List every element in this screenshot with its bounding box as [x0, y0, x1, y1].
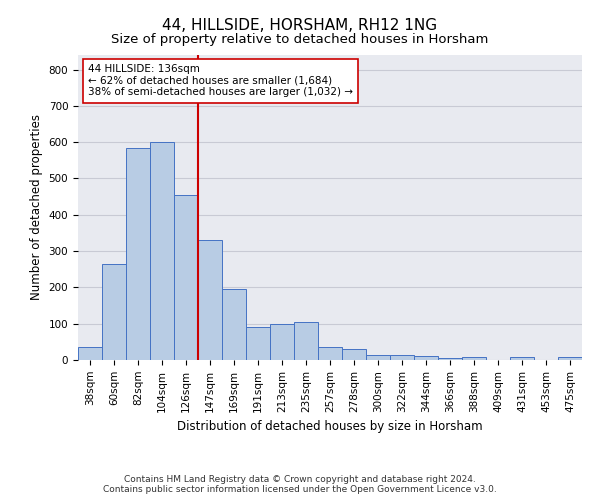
- Text: Size of property relative to detached houses in Horsham: Size of property relative to detached ho…: [112, 32, 488, 46]
- Bar: [414, 356, 438, 360]
- Bar: [222, 289, 246, 360]
- X-axis label: Distribution of detached houses by size in Horsham: Distribution of detached houses by size …: [177, 420, 483, 433]
- Bar: [462, 357, 486, 360]
- Bar: [78, 348, 102, 360]
- Bar: [174, 195, 198, 360]
- Bar: [294, 322, 318, 360]
- Bar: [246, 328, 270, 360]
- Bar: [318, 348, 342, 360]
- Bar: [126, 148, 150, 360]
- Bar: [198, 240, 222, 360]
- Bar: [150, 142, 174, 360]
- Bar: [366, 354, 390, 360]
- Bar: [270, 324, 294, 360]
- Text: 44 HILLSIDE: 136sqm
← 62% of detached houses are smaller (1,684)
38% of semi-det: 44 HILLSIDE: 136sqm ← 62% of detached ho…: [88, 64, 353, 98]
- Bar: [102, 264, 126, 360]
- Bar: [438, 358, 462, 360]
- Bar: [390, 354, 414, 360]
- Bar: [342, 349, 366, 360]
- Y-axis label: Number of detached properties: Number of detached properties: [30, 114, 43, 300]
- Bar: [558, 357, 582, 360]
- Text: 44, HILLSIDE, HORSHAM, RH12 1NG: 44, HILLSIDE, HORSHAM, RH12 1NG: [163, 18, 437, 32]
- Bar: [510, 357, 534, 360]
- Text: Contains HM Land Registry data © Crown copyright and database right 2024.
Contai: Contains HM Land Registry data © Crown c…: [103, 474, 497, 494]
